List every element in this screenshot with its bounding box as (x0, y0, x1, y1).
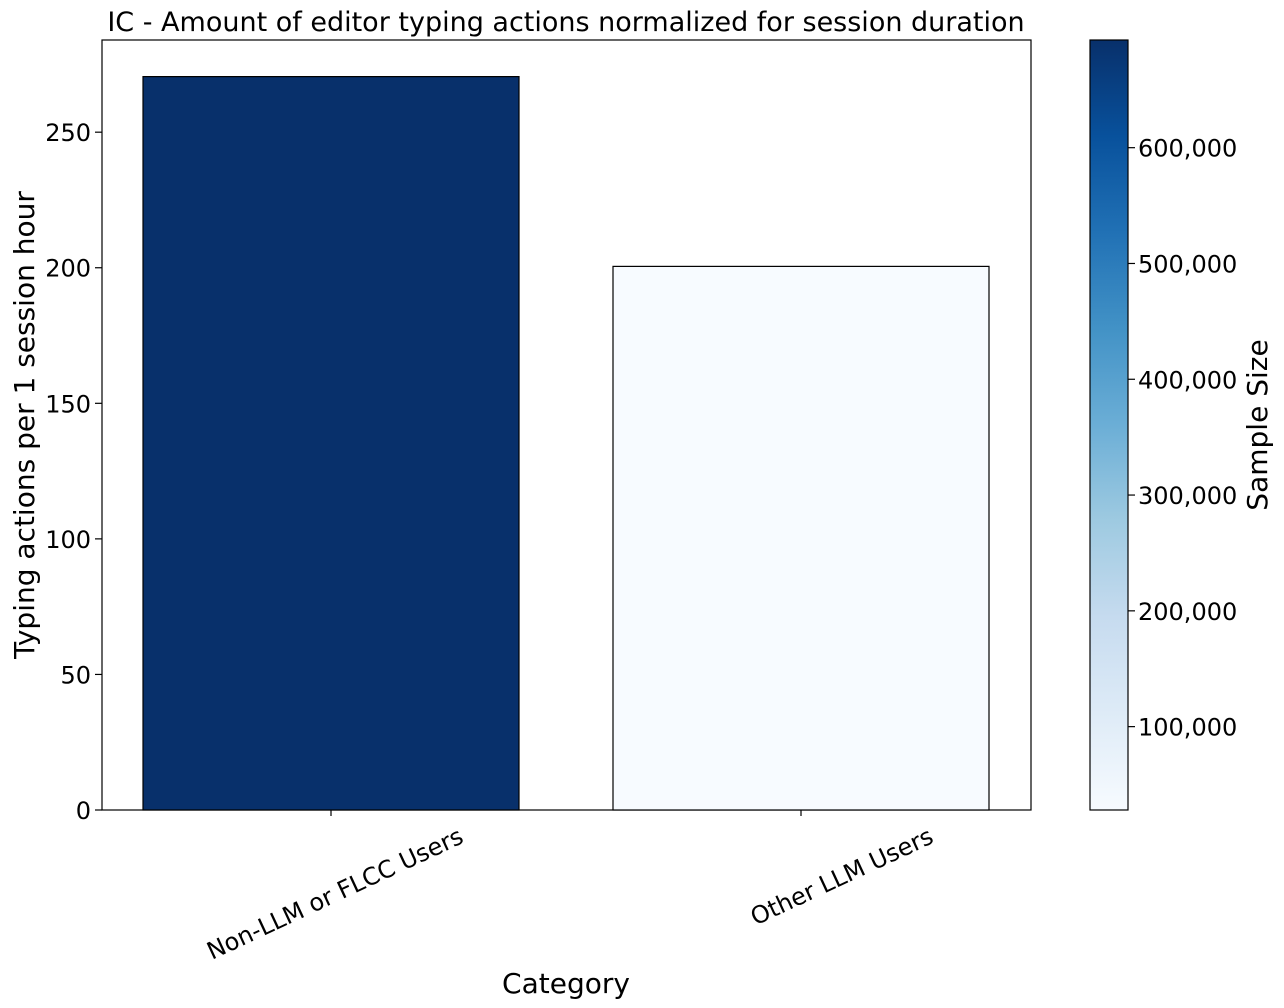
colorbar-tick-label: 500,000 (1138, 250, 1237, 278)
chart-title: IC - Amount of editor typing actions nor… (107, 7, 1024, 38)
y-tick-label: 200 (45, 255, 91, 283)
x-tick-label: Other LLM Users (746, 822, 937, 931)
colorbar-tick-label: 400,000 (1138, 366, 1237, 394)
colorbar-tick-label: 200,000 (1138, 598, 1237, 626)
y-tick-label: 150 (45, 390, 91, 418)
x-axis-ticks: Non-LLM or FLCC Users Other LLM Users (203, 810, 938, 965)
colorbar-tick-label: 100,000 (1138, 714, 1237, 742)
y-tick-label: 0 (76, 797, 91, 825)
y-axis-ticks: 0 50 100 150 200 250 (45, 119, 102, 825)
bar-1 (142, 76, 520, 811)
colorbar-label: Sample Size (1241, 339, 1274, 510)
plot-frame (101, 39, 1032, 811)
plot-area: 0 50 100 150 200 250 Non-LLM or FLCC Users Oth… (45, 39, 1032, 965)
y-tick-label: 100 (45, 526, 91, 554)
y-tick-label: 250 (45, 119, 91, 147)
colorbar-gradient (1089, 39, 1129, 811)
colorbar-ticks: 100,000 200,000 300,000 400,000 500,000 600,0… (1128, 135, 1237, 742)
x-axis-label: Category (502, 967, 630, 1000)
y-axis-label: Typing actions per 1 session hour (8, 191, 41, 660)
x-tick-label: Non-LLM or FLCC Users (203, 822, 468, 965)
bars-group (142, 76, 990, 811)
y-tick-label: 50 (60, 661, 91, 689)
colorbar: 100,000 200,000 300,000 400,000 500,000 600,0… (1089, 39, 1274, 811)
colorbar-tick-label: 300,000 (1138, 482, 1237, 510)
colorbar-tick-label: 600,000 (1138, 135, 1237, 163)
bar-2 (612, 265, 990, 811)
